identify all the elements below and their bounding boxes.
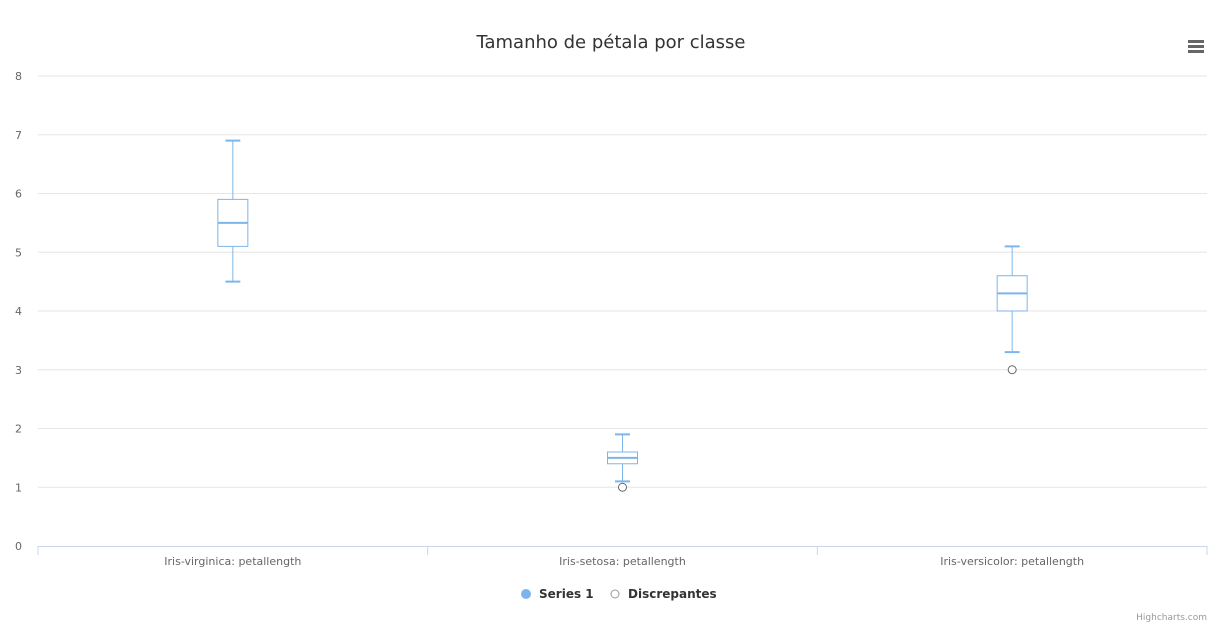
y-tick-label: 0 [15,540,22,553]
legend-item-series-1[interactable]: Series 1 [521,587,594,601]
outlier-series [618,365,1017,492]
y-tick-label: 2 [15,423,22,436]
box-plot-item [607,433,638,483]
x-tick-label: Iris-versicolor: petallength [940,555,1084,568]
chart-title: Tamanho de pétala por classe [475,32,745,53]
boxplot-series [217,139,1028,483]
grid-lines [38,75,1207,488]
menu-icon[interactable] [1186,38,1206,56]
outlier-point [1007,365,1017,375]
legend: Series 1 Discrepantes [521,587,717,601]
y-axis: 0 1 2 3 4 5 6 7 8 [15,70,22,553]
y-tick-label: 7 [15,129,22,142]
y-tick-label: 5 [15,246,22,259]
y-tick-label: 3 [15,364,22,377]
credits-link[interactable]: Highcharts.com [1136,613,1207,623]
y-tick-label: 6 [15,188,22,201]
x-tick-label: Iris-setosa: petallength [559,555,686,568]
legend-marker-discrepantes [610,589,620,599]
legend-label-discrepantes: Discrepantes [628,587,717,601]
legend-item-discrepantes[interactable]: Discrepantes [610,587,717,601]
y-tick-label: 4 [15,305,22,318]
box-plot-item [217,139,249,283]
x-axis: Iris-virginica: petallength Iris-setosa: … [37,546,1208,568]
outlier-point [618,482,627,492]
legend-marker-series-1 [521,589,531,599]
y-tick-label: 8 [15,70,22,83]
legend-label-series-1: Series 1 [539,587,594,601]
box-plot-item [996,245,1028,354]
x-tick-label: Iris-virginica: petallength [164,555,301,568]
y-tick-label: 1 [15,481,22,494]
